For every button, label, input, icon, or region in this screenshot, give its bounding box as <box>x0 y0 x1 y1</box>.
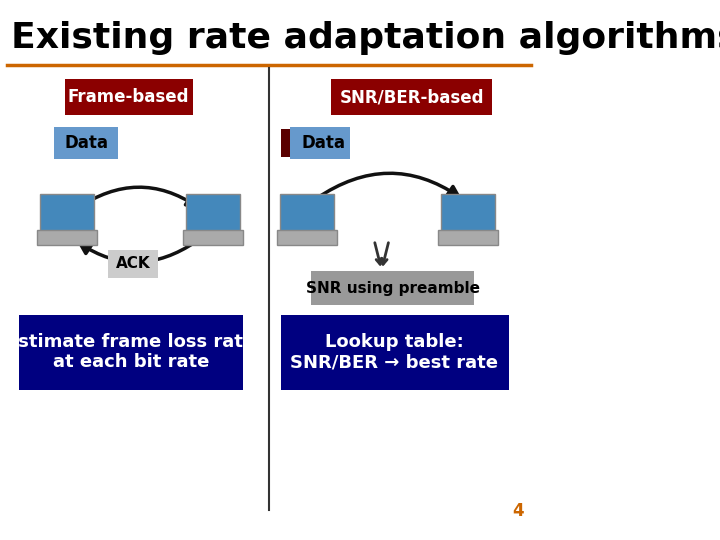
FancyBboxPatch shape <box>441 194 495 231</box>
Text: SNR/BER-based: SNR/BER-based <box>339 88 484 106</box>
Text: Data: Data <box>301 134 346 152</box>
FancyBboxPatch shape <box>280 194 334 231</box>
Text: Existing rate adaptation algorithms: Existing rate adaptation algorithms <box>12 21 720 55</box>
FancyBboxPatch shape <box>289 127 350 159</box>
FancyBboxPatch shape <box>311 271 474 305</box>
FancyArrowPatch shape <box>317 173 459 198</box>
FancyBboxPatch shape <box>438 230 498 245</box>
FancyBboxPatch shape <box>281 315 509 390</box>
Text: Estimate frame loss rate
at each bit rate: Estimate frame loss rate at each bit rat… <box>6 333 256 372</box>
FancyBboxPatch shape <box>277 230 337 245</box>
Text: Lookup table:
SNR/BER → best rate: Lookup table: SNR/BER → best rate <box>290 333 498 372</box>
Text: Frame-based: Frame-based <box>68 88 189 106</box>
FancyArrowPatch shape <box>81 241 196 262</box>
Text: ACK: ACK <box>116 256 150 272</box>
Text: SNR using preamble: SNR using preamble <box>306 280 480 295</box>
Text: 4: 4 <box>512 502 523 520</box>
FancyBboxPatch shape <box>19 315 243 390</box>
FancyBboxPatch shape <box>281 129 296 157</box>
FancyArrowPatch shape <box>77 187 197 208</box>
FancyBboxPatch shape <box>330 79 492 115</box>
FancyBboxPatch shape <box>109 250 158 278</box>
FancyBboxPatch shape <box>40 194 94 231</box>
FancyBboxPatch shape <box>184 230 243 245</box>
FancyBboxPatch shape <box>54 127 118 159</box>
FancyBboxPatch shape <box>37 230 97 245</box>
FancyBboxPatch shape <box>65 79 193 115</box>
FancyBboxPatch shape <box>186 194 240 231</box>
Text: Data: Data <box>64 134 108 152</box>
